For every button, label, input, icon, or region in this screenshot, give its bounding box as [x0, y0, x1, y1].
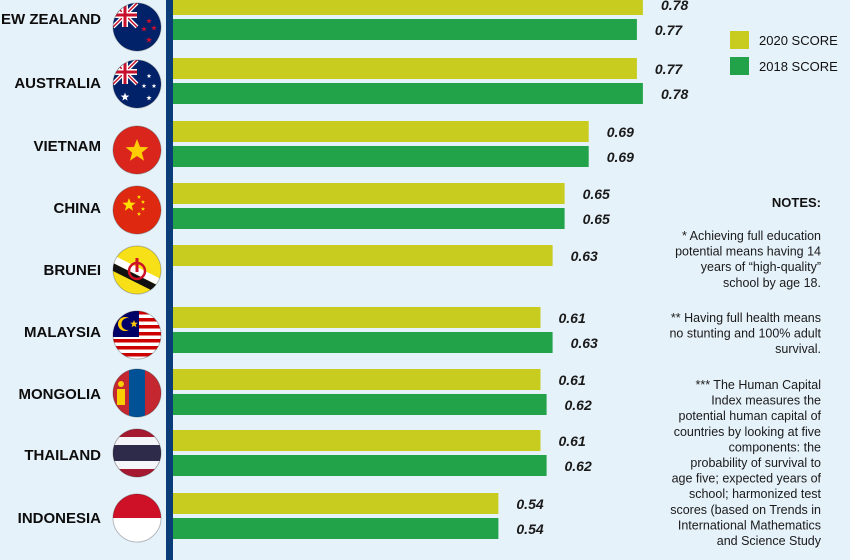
flag-rim: [112, 59, 162, 109]
bar-australia-2018: [173, 83, 643, 104]
note-line: *** The Human Capital: [695, 378, 821, 392]
y-axis-line: [166, 0, 173, 560]
value-label-australia-2018: 0.78: [661, 86, 688, 102]
vietnam-flag: [113, 126, 161, 174]
note-line: years of “high-quality”: [701, 260, 821, 274]
value-label-mongolia-2018: 0.62: [565, 397, 592, 413]
flag-rim: [112, 2, 162, 52]
value-label-indonesia-2020: 0.54: [516, 496, 543, 512]
value-label-australia-2020: 0.77: [655, 61, 683, 77]
note-line: no stunting and 100% adult: [669, 327, 821, 341]
note-line: scores (based on Trends in: [670, 503, 821, 517]
note-line: components: the: [729, 440, 821, 454]
country-label-new-zealand: NEW ZEALAND: [0, 11, 101, 28]
thailand-flag: [113, 429, 161, 477]
notes-body: * Achieving full education potential mean…: [669, 229, 821, 548]
note-line: and Science Study: [717, 534, 822, 548]
flag-rim: [112, 368, 162, 418]
note-line: * Achieving full education: [682, 229, 821, 243]
bar-indonesia-2020: [173, 493, 499, 514]
note-line: International Mathematics: [678, 518, 821, 532]
mongolia-flag: [113, 369, 161, 417]
country-label-australia: AUSTRALIA: [14, 75, 101, 92]
value-label-vietnam-2020: 0.69: [607, 124, 634, 140]
note-line: survival.: [775, 342, 821, 356]
country-label-thailand: THAILAND: [24, 447, 101, 464]
brunei-flag: [113, 246, 161, 294]
flag-rim: [112, 493, 162, 543]
china-flag: [113, 186, 161, 234]
value-label-mongolia-2020: 0.61: [559, 372, 586, 388]
note-line: Index measures the: [711, 394, 821, 408]
legend-swatch-2020: [730, 31, 749, 49]
value-label-vietnam-2018: 0.69: [607, 149, 634, 165]
bar-thailand-2018: [173, 455, 547, 476]
note-line: potential human capital of: [679, 409, 822, 423]
bar-vietnam-2020: [173, 121, 589, 142]
note-line: school; harmonized test: [689, 487, 822, 501]
country-label-indonesia: INDONESIA: [18, 510, 102, 527]
bar-new-zealand-2020: [173, 0, 643, 15]
bar-indonesia-2018: [173, 518, 499, 539]
australia-flag: [113, 60, 161, 108]
country-label-brunei: BRUNEI: [43, 262, 101, 279]
country-label-vietnam: VIETNAM: [34, 138, 102, 155]
new-zealand-flag: [113, 3, 161, 51]
flag-rim: [112, 125, 162, 175]
value-label-new-zealand-2018: 0.77: [655, 22, 683, 38]
bar-china-2018: [173, 208, 565, 229]
legend-swatch-2018: [730, 57, 749, 75]
bar-mongolia-2018: [173, 394, 547, 415]
value-label-new-zealand-2020: 0.78: [661, 0, 688, 13]
legend-label-2020: 2020 SCORE: [759, 33, 838, 48]
country-label-mongolia: MONGOLIA: [19, 386, 102, 403]
notes: NOTES: * Achieving full education potenti…: [669, 195, 821, 548]
notes-title: NOTES:: [772, 195, 821, 210]
bar-malaysia-2018: [173, 332, 553, 353]
bar-mongolia-2020: [173, 369, 541, 390]
bar-brunei-2020: [173, 245, 553, 266]
flags-layer: [112, 2, 162, 543]
malaysia-flag: [113, 311, 161, 359]
value-label-china-2020: 0.65: [583, 186, 610, 202]
flag-rim: [112, 245, 162, 295]
value-label-china-2018: 0.65: [583, 211, 610, 227]
value-label-thailand-2018: 0.62: [565, 458, 592, 474]
bar-china-2020: [173, 183, 565, 204]
bars-layer: [173, 0, 643, 539]
note-line: school by age 18.: [723, 276, 821, 290]
note-line: age five; expected years of: [672, 472, 822, 486]
labels-layer: 0.78 0.77 NEW ZEALAND 0.77 0.78 AUSTRALIA 0.69…: [0, 0, 688, 537]
legend: 2020 SCORE 2018 SCORE: [730, 31, 838, 75]
note-line: potential means having 14: [675, 245, 821, 259]
flag-rim: [112, 185, 162, 235]
value-label-brunei-2020: 0.63: [571, 248, 598, 264]
value-label-malaysia-2018: 0.63: [571, 335, 598, 351]
bar-malaysia-2020: [173, 307, 541, 328]
note-line: ** Having full health means: [671, 311, 821, 325]
bar-vietnam-2018: [173, 146, 589, 167]
value-label-malaysia-2020: 0.61: [559, 310, 586, 326]
country-label-china: CHINA: [54, 200, 102, 217]
flag-rim: [112, 428, 162, 478]
value-label-indonesia-2018: 0.54: [516, 521, 543, 537]
note-line: countries by looking at five: [674, 425, 821, 439]
bar-australia-2020: [173, 58, 637, 79]
value-label-thailand-2020: 0.61: [559, 433, 586, 449]
note-line: probability of survival to: [690, 456, 821, 470]
legend-label-2018: 2018 SCORE: [759, 59, 838, 74]
bar-new-zealand-2018: [173, 19, 637, 40]
bar-thailand-2020: [173, 430, 541, 451]
country-label-malaysia: MALAYSIA: [24, 324, 101, 341]
flag-rim: [112, 310, 162, 360]
